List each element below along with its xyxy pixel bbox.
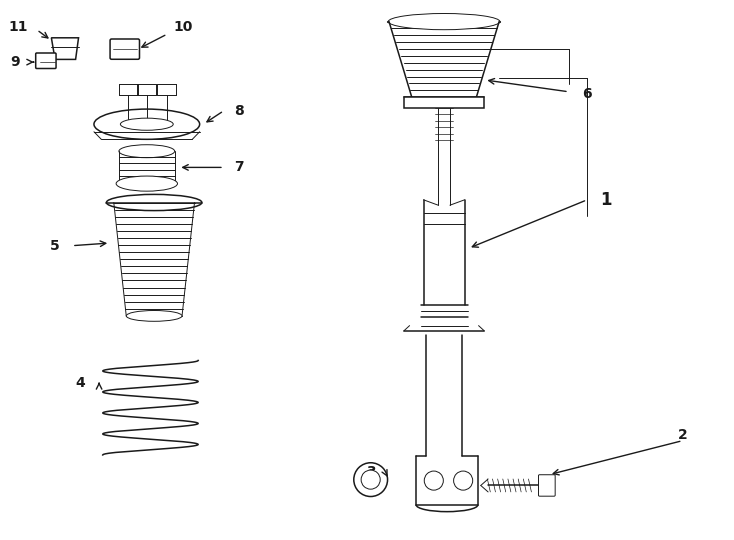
FancyBboxPatch shape <box>110 39 139 59</box>
FancyBboxPatch shape <box>36 53 56 69</box>
Polygon shape <box>51 38 79 59</box>
Text: 1: 1 <box>600 191 611 209</box>
FancyBboxPatch shape <box>539 475 555 496</box>
Bar <box>404 97 484 108</box>
Ellipse shape <box>106 194 202 211</box>
Circle shape <box>424 471 443 490</box>
Ellipse shape <box>388 14 500 30</box>
Text: 2: 2 <box>677 428 688 442</box>
Text: 3: 3 <box>366 465 376 480</box>
Ellipse shape <box>120 118 173 130</box>
Text: 9: 9 <box>10 55 20 69</box>
Text: 7: 7 <box>233 160 244 174</box>
Text: 10: 10 <box>174 20 193 34</box>
Ellipse shape <box>119 145 175 158</box>
Ellipse shape <box>116 176 178 191</box>
Text: 5: 5 <box>50 239 60 253</box>
Text: 4: 4 <box>76 376 86 390</box>
Text: 11: 11 <box>9 20 28 34</box>
Circle shape <box>361 470 380 489</box>
Circle shape <box>354 463 388 496</box>
Text: 8: 8 <box>233 104 244 118</box>
Ellipse shape <box>94 109 200 139</box>
Circle shape <box>454 471 473 490</box>
Ellipse shape <box>126 310 182 321</box>
Text: 6: 6 <box>582 87 592 102</box>
